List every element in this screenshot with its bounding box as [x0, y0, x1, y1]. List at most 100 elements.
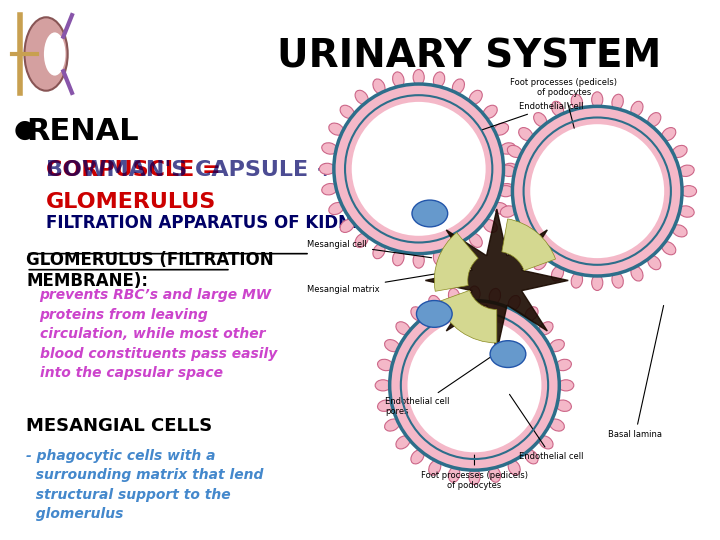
Ellipse shape — [384, 419, 400, 431]
Ellipse shape — [556, 400, 572, 411]
Ellipse shape — [631, 266, 643, 281]
Ellipse shape — [413, 253, 424, 268]
Text: GLOMERULUS: GLOMERULUS — [46, 192, 217, 212]
Ellipse shape — [452, 79, 464, 94]
Ellipse shape — [433, 72, 445, 87]
Ellipse shape — [503, 163, 518, 174]
Ellipse shape — [539, 436, 553, 449]
Ellipse shape — [498, 186, 513, 197]
Ellipse shape — [449, 467, 460, 482]
Ellipse shape — [571, 273, 582, 288]
Ellipse shape — [340, 219, 354, 232]
Ellipse shape — [489, 467, 500, 482]
Ellipse shape — [355, 90, 368, 104]
Ellipse shape — [320, 163, 335, 174]
Ellipse shape — [518, 242, 533, 255]
Ellipse shape — [500, 143, 516, 154]
Ellipse shape — [679, 206, 694, 217]
Ellipse shape — [648, 112, 661, 127]
Ellipse shape — [392, 72, 404, 87]
Ellipse shape — [552, 102, 564, 116]
Ellipse shape — [592, 275, 603, 291]
Circle shape — [390, 301, 559, 470]
Polygon shape — [426, 209, 568, 352]
Ellipse shape — [396, 436, 410, 449]
Ellipse shape — [500, 165, 516, 177]
Ellipse shape — [648, 255, 661, 270]
Text: CORPUSCLE =: CORPUSCLE = — [46, 160, 221, 180]
Text: RENAL: RENAL — [27, 118, 139, 146]
Ellipse shape — [681, 186, 696, 197]
Ellipse shape — [396, 322, 410, 335]
Circle shape — [352, 102, 485, 236]
Text: Foot processes (pedicels)
of podocytes: Foot processes (pedicels) of podocytes — [510, 78, 617, 128]
Wedge shape — [438, 291, 497, 343]
Ellipse shape — [534, 255, 546, 270]
Ellipse shape — [373, 79, 385, 94]
Ellipse shape — [413, 70, 424, 85]
Ellipse shape — [500, 206, 516, 217]
Ellipse shape — [392, 251, 404, 266]
Ellipse shape — [483, 219, 498, 232]
Ellipse shape — [490, 341, 526, 368]
Ellipse shape — [489, 288, 500, 304]
Wedge shape — [502, 219, 556, 271]
Ellipse shape — [322, 184, 337, 195]
Ellipse shape — [534, 112, 546, 127]
Ellipse shape — [377, 400, 393, 411]
Text: - phagocytic cells with a
  surrounding matrix that lend
  structural support to: - phagocytic cells with a surrounding ma… — [27, 449, 264, 521]
Ellipse shape — [612, 94, 624, 110]
Ellipse shape — [500, 184, 516, 195]
Ellipse shape — [508, 145, 522, 158]
Text: Endothelial cell: Endothelial cell — [510, 394, 584, 461]
Ellipse shape — [449, 288, 460, 304]
Ellipse shape — [44, 32, 66, 76]
Ellipse shape — [508, 461, 521, 475]
Text: Mesangial cell: Mesangial cell — [307, 240, 431, 258]
Ellipse shape — [549, 340, 564, 352]
Ellipse shape — [483, 105, 498, 118]
Ellipse shape — [679, 165, 694, 177]
Ellipse shape — [452, 244, 464, 259]
Ellipse shape — [384, 340, 400, 352]
Ellipse shape — [469, 90, 482, 104]
Ellipse shape — [494, 202, 508, 214]
Ellipse shape — [411, 450, 424, 464]
Text: Basal lamina: Basal lamina — [608, 306, 664, 438]
Ellipse shape — [428, 295, 441, 310]
Ellipse shape — [518, 127, 533, 140]
Circle shape — [530, 124, 665, 258]
Ellipse shape — [494, 123, 508, 135]
Ellipse shape — [375, 380, 391, 391]
Ellipse shape — [433, 251, 445, 266]
Ellipse shape — [24, 17, 68, 91]
Ellipse shape — [373, 244, 385, 259]
Ellipse shape — [469, 469, 480, 485]
Ellipse shape — [355, 233, 368, 247]
Ellipse shape — [549, 419, 564, 431]
Text: Endothelial cell: Endothelial cell — [482, 102, 584, 130]
Circle shape — [334, 84, 503, 254]
Text: Foot processes (pedicels)
of podocytes: Foot processes (pedicels) of podocytes — [421, 455, 528, 490]
Ellipse shape — [469, 286, 480, 302]
Ellipse shape — [411, 307, 424, 321]
Ellipse shape — [508, 295, 521, 310]
Ellipse shape — [571, 94, 582, 110]
Text: prevents RBC’s and large MW
proteins from leaving
circulation, while most other
: prevents RBC’s and large MW proteins fro… — [40, 288, 276, 380]
Circle shape — [513, 106, 682, 276]
Ellipse shape — [558, 380, 574, 391]
Ellipse shape — [428, 461, 441, 475]
Ellipse shape — [662, 242, 676, 255]
Ellipse shape — [592, 92, 603, 107]
Text: GLOMERULUS (FILTRATION
MEMBRANE):: GLOMERULUS (FILTRATION MEMBRANE): — [27, 251, 274, 290]
Ellipse shape — [672, 225, 687, 237]
Circle shape — [408, 319, 541, 453]
Ellipse shape — [322, 143, 337, 154]
Text: Endothelial cell
pores: Endothelial cell pores — [385, 342, 513, 416]
Text: Mesangial matrix: Mesangial matrix — [307, 270, 461, 294]
Ellipse shape — [525, 450, 538, 464]
Text: URINARY SYSTEM: URINARY SYSTEM — [277, 37, 661, 76]
Ellipse shape — [552, 266, 564, 281]
Ellipse shape — [329, 123, 343, 135]
Ellipse shape — [340, 105, 354, 118]
